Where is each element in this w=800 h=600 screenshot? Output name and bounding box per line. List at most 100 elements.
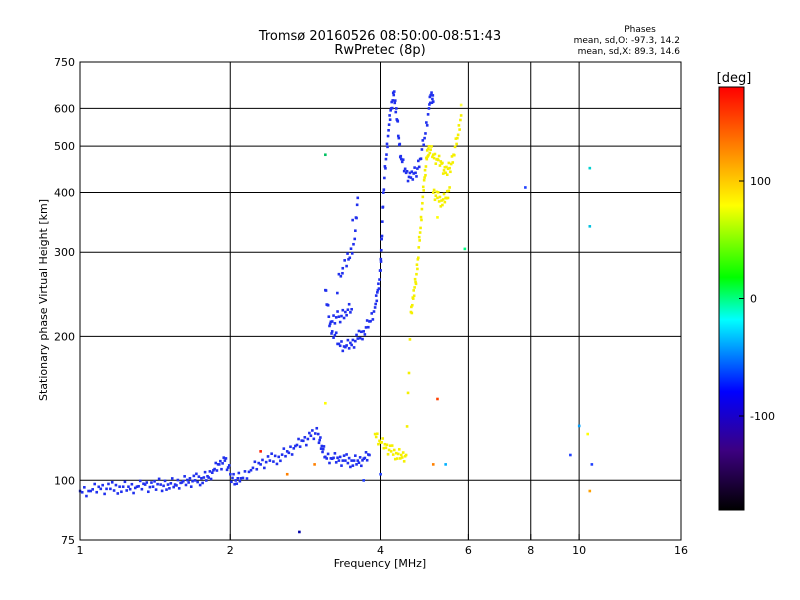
data-point [352,459,356,462]
data-point [337,272,341,276]
data-point [324,455,327,459]
data-point [413,277,417,281]
data-point [220,467,223,471]
data-point [308,431,311,435]
data-point [334,316,338,319]
data-point [319,447,323,450]
data-point [358,456,362,459]
data-point [341,271,344,275]
stats-heading: Phases [624,25,656,35]
data-point [428,151,432,155]
data-point [118,485,121,489]
data-point [309,434,313,438]
data-point [379,257,383,261]
data-point [280,453,284,456]
data-point [379,248,383,252]
data-point [329,457,333,460]
data-point [294,444,297,448]
data-point [213,467,216,471]
data-point [341,349,345,353]
data-point [361,337,364,341]
data-point [456,133,460,137]
data-point [383,165,387,168]
data-point [151,485,155,489]
data-point [445,196,448,200]
data-point [378,439,381,443]
data-point [446,196,450,200]
data-point [588,166,592,170]
data-point [315,426,319,430]
data-point [427,153,430,157]
data-point [453,145,457,149]
data-point [391,99,395,102]
data-point [236,477,240,480]
data-point [266,455,270,458]
data-point [95,490,99,494]
data-point [367,325,370,329]
data-point [324,153,327,157]
data-point [249,468,253,472]
data-point [420,207,424,211]
data-point [333,322,337,325]
data-point [306,437,310,441]
data-point [436,190,440,194]
data-point [404,171,408,175]
data-point [229,472,232,476]
data-point [356,337,360,340]
data-point [374,435,378,439]
data-point [241,476,245,480]
data-point [383,442,387,446]
data-point [394,451,398,455]
data-point [407,175,411,179]
data-point [389,450,393,453]
data-point [421,185,425,189]
data-point [298,445,302,448]
data-point [163,479,167,483]
data-point [458,128,461,131]
data-point [421,195,425,199]
stats-o-line: mean, sd,O: -97.3, 14.2 [574,36,680,46]
data-point [449,162,453,166]
data-point [350,252,354,255]
data-point [91,488,94,491]
data-point [588,489,592,493]
data-point [344,310,347,314]
data-point [351,464,355,467]
data-point [381,205,385,209]
data-point [227,464,231,467]
colorbar-tick-label: 0 [750,293,757,306]
data-point [577,424,581,428]
data-point [127,485,130,489]
data-point [204,479,208,482]
data-point [426,155,429,158]
y-tick-label: 500 [54,140,75,153]
data-point [429,93,433,97]
data-point [389,109,392,112]
data-point [357,329,361,333]
data-point [397,136,401,140]
data-point [431,463,435,466]
data-point [297,437,300,441]
data-point [238,479,242,483]
data-point [354,339,357,343]
data-point [346,338,350,342]
data-point [384,167,387,170]
data-point [432,156,436,160]
data-point [176,478,180,482]
data-point [247,470,251,474]
data-point [148,485,152,489]
data-point [348,256,352,260]
data-point [590,463,594,466]
data-point [231,476,234,480]
data-point [338,320,342,324]
data-point [191,479,194,483]
data-point [420,148,424,151]
data-point [101,483,104,487]
data-point [193,479,197,482]
data-point [392,448,396,452]
data-point [215,469,219,472]
data-point [365,319,369,322]
data-point [394,110,398,114]
data-point [450,155,454,158]
chart-subtitle: RwPretec (8p) [334,43,425,58]
